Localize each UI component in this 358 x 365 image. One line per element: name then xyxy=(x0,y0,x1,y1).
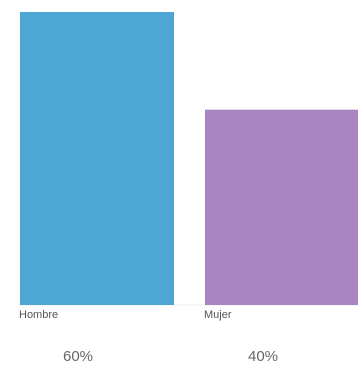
bar-hombre xyxy=(20,12,174,305)
category-label-mujer: Mujer xyxy=(204,309,232,321)
value-label-mujer: 40% xyxy=(248,348,278,365)
value-label-hombre: 60% xyxy=(63,348,93,365)
labels-group: Hombre 60% Mujer 40% xyxy=(19,309,278,365)
category-label-hombre: Hombre xyxy=(19,309,58,321)
bar-mujer xyxy=(205,109,358,306)
bars-group xyxy=(20,12,358,306)
